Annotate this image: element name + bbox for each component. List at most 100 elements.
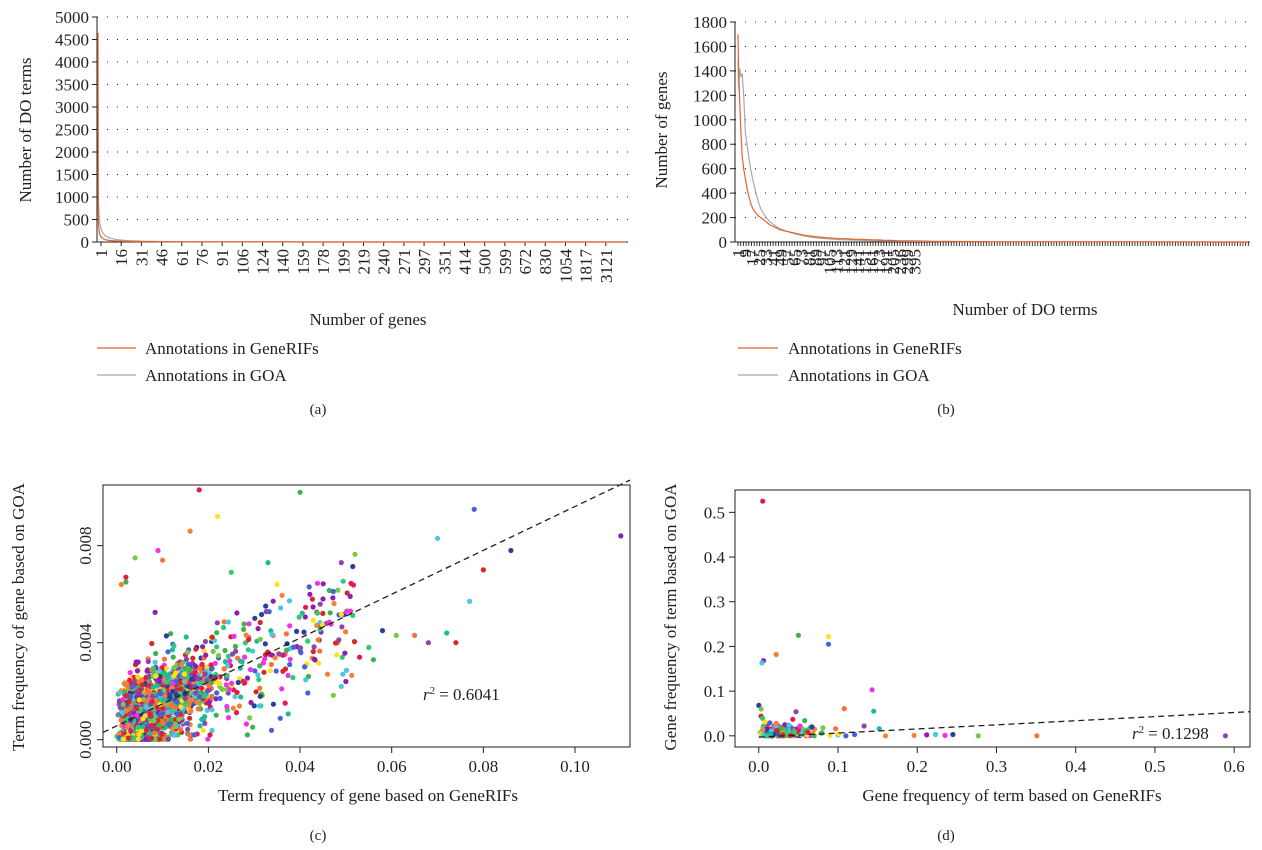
c-scatter-point <box>326 587 332 594</box>
c-scatter-point <box>352 551 358 557</box>
c-scatter-point <box>277 651 283 657</box>
panel-a-legend: Annotations in GeneRIFs Annotations in G… <box>97 339 319 385</box>
a-x-tick-label: 46 <box>153 249 172 266</box>
c-scatter-point <box>279 592 285 598</box>
panel-b-legend-label-goa: Annotations in GOA <box>788 366 930 385</box>
c-scatter-point <box>344 590 350 596</box>
c-scatter-point <box>186 732 192 738</box>
c-scatter-point <box>129 684 135 690</box>
a-y-tick-label: 0 <box>81 233 90 252</box>
panel-b-legend-label-generifs: Annotations in GeneRIFs <box>788 339 962 358</box>
c-scatter-point <box>143 736 149 742</box>
a-x-tick-label: 351 <box>435 249 454 275</box>
panel-a-legend-label-generifs: Annotations in GeneRIFs <box>145 339 319 358</box>
c-scatter-point <box>212 660 218 667</box>
c-scatter-point <box>269 631 275 638</box>
c-scatter-point <box>338 611 344 617</box>
c-scatter-point <box>243 721 249 727</box>
c-scatter-point <box>274 581 280 588</box>
d-scatter-point <box>782 722 788 728</box>
c-scatter-point <box>174 711 180 717</box>
c-scatter-point <box>208 662 214 668</box>
c-scatter-point <box>171 673 177 679</box>
c-scatter-point <box>311 644 317 650</box>
d-scatter-point <box>786 722 792 728</box>
c-scatter-point <box>215 513 221 520</box>
c-scatter-point <box>122 680 128 686</box>
c-scatter-point <box>268 661 274 668</box>
a-x-tick-label: 91 <box>213 249 232 266</box>
c-scatter-point <box>350 582 356 588</box>
c-x-tick-label: 0.08 <box>468 757 498 776</box>
panel-b-x-axis-label: Number of DO terms <box>953 300 1098 319</box>
c-scatter-point <box>222 659 228 665</box>
c-scatter-point <box>140 716 146 722</box>
c-scatter-point <box>209 634 215 640</box>
c-scatter-point <box>214 690 220 696</box>
c-scatter-point <box>157 736 163 742</box>
c-scatter-point <box>243 632 249 638</box>
c-scatter-point <box>152 659 158 665</box>
c-scatter-point <box>132 555 138 561</box>
a-x-tick-label: 500 <box>476 249 495 275</box>
c-scatter-point <box>307 591 313 597</box>
c-scatter-point <box>283 631 289 637</box>
d-scatter-point <box>764 733 770 739</box>
c-scatter-point <box>159 731 165 737</box>
a-x-tick-label: 16 <box>112 249 131 266</box>
d-scatter-point <box>871 708 877 714</box>
d-scatter-point <box>861 723 867 729</box>
c-scatter-point <box>149 640 155 647</box>
c-scatter-point <box>213 712 219 718</box>
c-scatter-point <box>338 683 344 690</box>
c-scatter-point <box>202 714 208 720</box>
c-scatter-point <box>170 726 176 732</box>
c-scatter-point <box>242 654 248 660</box>
c-scatter-point <box>187 528 193 534</box>
d-x-tick-label: 0.5 <box>1144 757 1165 776</box>
c-scatter-point <box>232 694 238 700</box>
c-scatter-point <box>265 560 271 566</box>
c-scatter-point <box>330 692 336 698</box>
panel-c: 0.000 0.004 0.008 0.00 0.02 0.04 0.06 0.08 0.10… <box>9 479 631 844</box>
a-x-tick-label: 106 <box>233 249 252 275</box>
c-scatter-point <box>170 654 176 660</box>
c-scatter-point <box>174 699 180 705</box>
c-scatter-point <box>234 610 240 616</box>
c-scatter-point <box>273 668 279 674</box>
c-scatter-point <box>331 600 337 607</box>
panel-d-plot-frame <box>734 489 1251 748</box>
c-scatter-point <box>150 693 156 700</box>
c-scatter-point <box>310 604 316 610</box>
d-scatter-point <box>876 726 882 732</box>
panel-c-r-exponent: 2 <box>430 685 436 697</box>
d-scatter-point <box>825 641 832 647</box>
d-scatter-point <box>773 720 779 726</box>
panel-d-x-axis-label: Gene frequency of term based on GeneRIFs <box>862 786 1161 805</box>
c-scatter-point <box>196 694 203 700</box>
c-scatter-point <box>160 557 166 563</box>
c-scatter-point <box>118 717 124 723</box>
a-x-tick-label: 159 <box>294 249 313 275</box>
b-y-tick-label: 200 <box>702 209 728 228</box>
c-scatter-point <box>166 721 172 727</box>
c-scatter-point <box>182 665 188 671</box>
c-scatter-point <box>140 696 147 703</box>
c-scatter-point <box>123 574 129 580</box>
c-scatter-point <box>153 673 159 679</box>
a-x-tick-label: 297 <box>415 249 434 275</box>
d-x-tick-label: 0.1 <box>827 757 848 776</box>
c-scatter-point <box>342 650 348 656</box>
a-x-tick-label: 830 <box>536 249 555 275</box>
c-scatter-point <box>244 675 251 681</box>
b-y-tick-label: 1200 <box>693 86 727 105</box>
b-x-tick-label: 105 <box>821 249 840 275</box>
c-scatter-point <box>253 689 259 695</box>
a-y-tick-label: 1500 <box>55 166 89 185</box>
panel-a: 0500100015002000250030003500400045005000… <box>16 8 628 418</box>
b-x-tick-label: 89 <box>807 249 826 266</box>
c-scatter-point <box>434 535 441 542</box>
c-scatter-point <box>290 675 296 681</box>
c-scatter-point <box>296 614 302 620</box>
c-scatter-point <box>330 588 336 595</box>
